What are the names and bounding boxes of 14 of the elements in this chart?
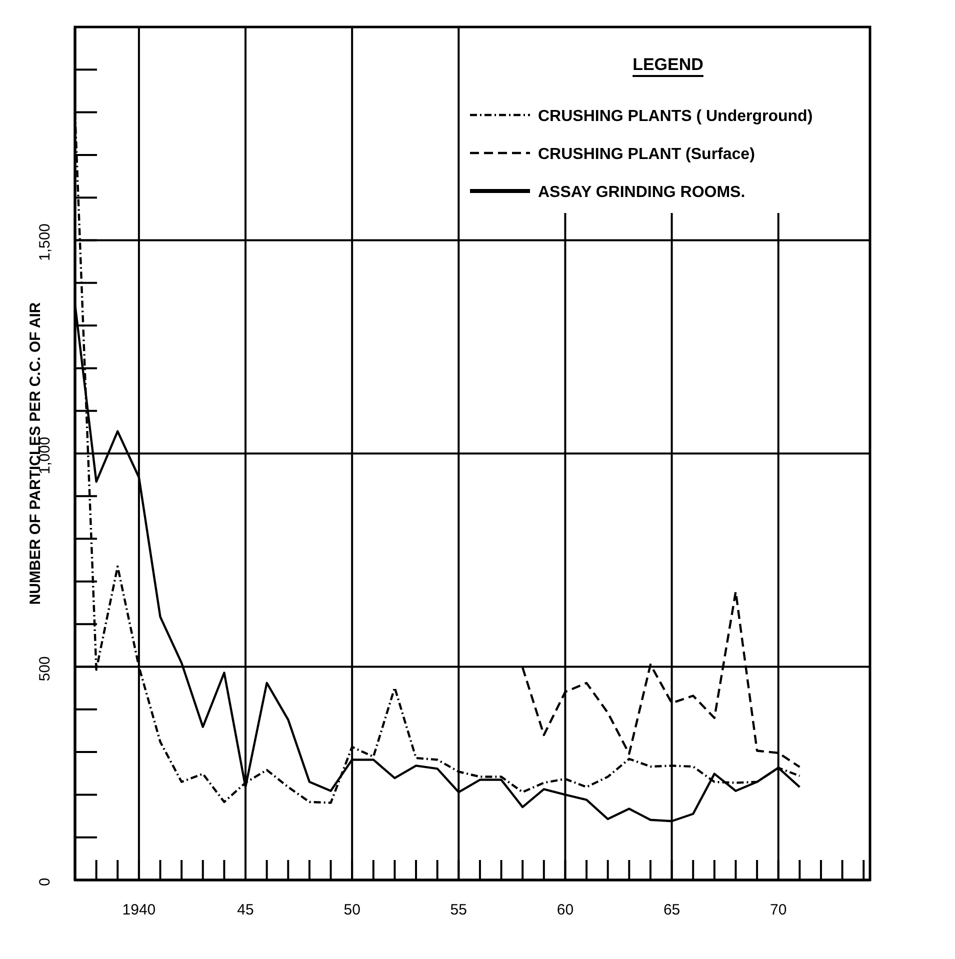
x-tick-label: 1940 (122, 902, 156, 919)
y-tick-label: 1,500 (36, 223, 54, 262)
x-tick-label: 55 (450, 902, 467, 919)
y-tick-label: 0 (36, 878, 54, 886)
legend-title: LEGEND (632, 55, 704, 74)
y-tick-label: 500 (36, 656, 54, 682)
legend-label: ASSAY GRINDING ROOMS. (538, 184, 746, 201)
x-tick-label: 70 (770, 902, 787, 919)
x-tick-label: 65 (663, 902, 680, 919)
x-tick-label: 45 (237, 902, 254, 919)
legend-label: CRUSHING PLANT (Surface) (538, 146, 755, 163)
legend-label: CRUSHING PLANTS ( Underground) (538, 108, 813, 125)
x-tick-label: 60 (556, 902, 574, 919)
x-tick-label: 50 (344, 902, 360, 919)
